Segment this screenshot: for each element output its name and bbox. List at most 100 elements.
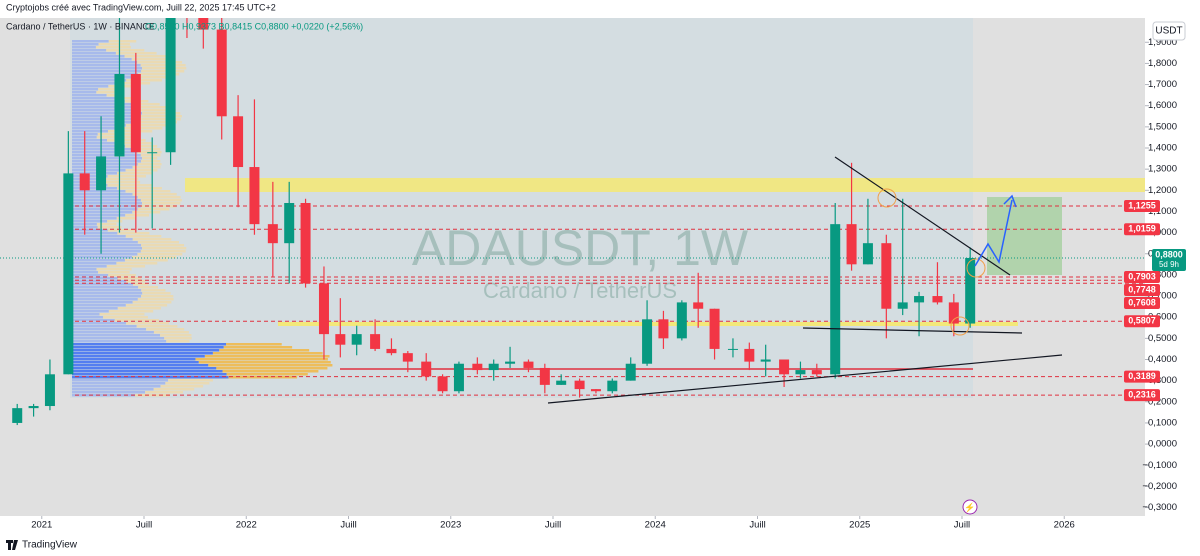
profile-bar [72, 358, 196, 361]
brand: TradingView [22, 540, 78, 551]
y-tick-label: 0,5000 [1148, 333, 1177, 344]
profile-bar [108, 310, 154, 313]
profile-bar [125, 124, 171, 127]
profile-bar [153, 388, 195, 391]
profile-bar [137, 253, 183, 256]
profile-bar [72, 199, 141, 202]
profile-bar [72, 100, 125, 103]
profile-bar [138, 286, 159, 289]
y-tick-label: 0,1000 [1148, 417, 1177, 428]
profile-bar [117, 172, 153, 175]
profile-bar [141, 247, 187, 250]
candle-body [114, 73, 125, 157]
profile-bar [72, 109, 141, 112]
profile-bar [72, 190, 126, 193]
price-level-label: 0,7903 [1128, 271, 1156, 281]
trendline [802, 327, 1023, 334]
candle-body [147, 152, 158, 154]
profile-bar [72, 241, 138, 244]
candle-body [932, 296, 943, 303]
profile-bar [72, 268, 97, 271]
profile-bar [98, 88, 123, 91]
profile-bar [72, 259, 125, 262]
profile-bar [132, 238, 172, 241]
profile-bar [133, 283, 149, 286]
candle-body [488, 363, 499, 371]
profile-bar [72, 193, 133, 196]
profile-bar [72, 373, 227, 376]
price-level-badge [1124, 270, 1160, 283]
candle-body [727, 348, 738, 350]
profile-bar [223, 346, 293, 349]
profile-bar [107, 139, 146, 142]
profile-bar [72, 217, 117, 220]
currency[interactable]: USDT [1155, 26, 1182, 37]
profile-bar [198, 361, 331, 364]
y-tick-label: 1,0000 [1148, 227, 1177, 238]
profile-bar [131, 58, 176, 61]
candle-body [744, 348, 755, 362]
profile-bar [72, 79, 127, 82]
profile-bar [72, 73, 139, 76]
candle-body [165, 18, 176, 153]
profile-bar [72, 322, 127, 325]
profile-bar [72, 388, 154, 391]
profile-bar [165, 382, 210, 385]
y-tick-label: 1,7000 [1148, 79, 1177, 90]
profile-bar [96, 268, 132, 271]
profile-bar [72, 274, 109, 277]
profile-bar [97, 178, 139, 181]
profile-bar [208, 364, 333, 367]
profile-bar [108, 40, 137, 43]
profile-bar [140, 205, 177, 208]
price-level-label: 1,1255 [1128, 200, 1156, 210]
price-level-badge [1124, 315, 1160, 328]
profile-bar [141, 202, 181, 205]
profile-bar [72, 94, 107, 97]
profile-bar [72, 334, 161, 337]
profile-bar [72, 262, 117, 265]
target-box [987, 197, 1062, 275]
profile-bar [72, 289, 142, 292]
profile-bar [72, 307, 118, 310]
candle-body [658, 319, 669, 339]
profile-bar [72, 52, 116, 55]
profile-bar [72, 376, 229, 379]
profile-bar [72, 304, 126, 307]
profile-bar [125, 304, 168, 307]
profile-bar [106, 49, 145, 52]
profile-bar [72, 67, 142, 70]
profile-bar [72, 76, 134, 79]
profile-bar [116, 262, 158, 265]
profile-bar [72, 187, 118, 190]
profile-bar [168, 379, 213, 382]
candle-body [198, 18, 209, 30]
currency-box[interactable] [1152, 21, 1186, 41]
profile-bar [136, 325, 178, 328]
profile-bar [132, 166, 161, 169]
candle-body [539, 367, 550, 385]
y-tick-label: 0,7000 [1148, 291, 1177, 302]
profile-bar [137, 61, 183, 64]
profile-bar [72, 85, 109, 88]
y-tick-label: 0,6000 [1148, 312, 1177, 323]
candle-body [505, 361, 516, 364]
profile-bar [141, 244, 185, 247]
axes: 1,9000 1,8000 1,7000 1,6000 1,5000 1,4000 1,30… [31, 37, 1186, 531]
y-tick-label: 1,6000 [1148, 100, 1177, 111]
profile-bar [72, 370, 223, 373]
price-level-label: 0,2316 [1128, 389, 1156, 399]
profile-bar [117, 187, 162, 190]
y-tick-label: 1,1000 [1148, 206, 1177, 217]
profile-bar [72, 349, 220, 352]
profile-bar [72, 112, 142, 115]
profile-bar [72, 175, 108, 178]
profile-bar [72, 232, 118, 235]
profile-bar [72, 343, 227, 346]
candle-body [437, 376, 448, 392]
profile-bar [226, 373, 308, 376]
profile-bar [222, 370, 319, 373]
candle-body [370, 334, 381, 349]
profile-bar [228, 376, 298, 379]
price-level-label: 0,7608 [1128, 297, 1156, 307]
